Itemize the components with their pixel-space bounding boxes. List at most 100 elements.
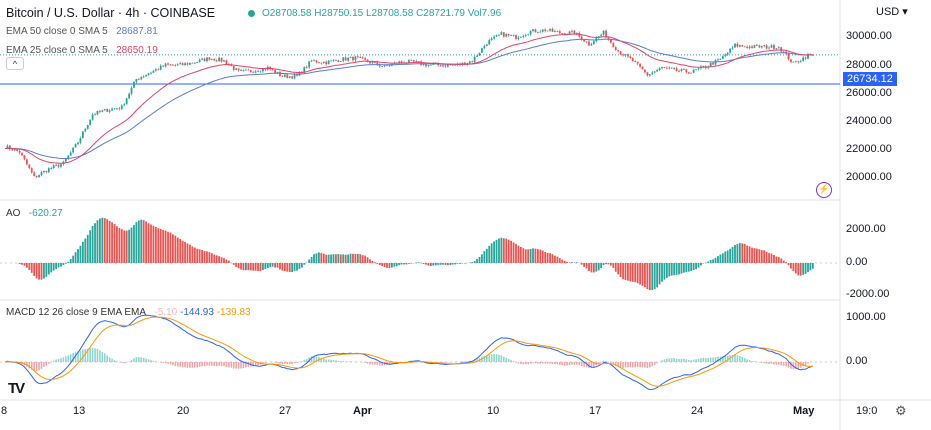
macd-histogram-bar bbox=[315, 356, 318, 362]
candle-body bbox=[583, 39, 586, 42]
candle-body bbox=[186, 63, 189, 65]
candle-body bbox=[617, 50, 620, 52]
ao-bar bbox=[422, 263, 425, 264]
candle-body bbox=[481, 48, 483, 53]
settings-gear-icon[interactable]: ⚙ bbox=[895, 403, 907, 418]
ao-bar bbox=[641, 263, 644, 286]
macd-histogram-bar bbox=[203, 362, 206, 367]
macd-histogram-bar bbox=[700, 358, 702, 362]
ao-bar bbox=[181, 240, 184, 263]
candle-body bbox=[665, 67, 668, 69]
macd-histogram-bar bbox=[218, 362, 220, 366]
candle-body bbox=[123, 104, 126, 106]
ema50-legend[interactable]: EMA 50 close 0 SMA 5 28687.81 bbox=[6, 26, 158, 37]
ema25-legend[interactable]: EMA 25 close 0 SMA 5 28650.19 bbox=[6, 45, 158, 56]
tradingview-logo[interactable]: TV bbox=[8, 380, 25, 397]
ao-bar bbox=[276, 263, 279, 268]
ao-bar bbox=[189, 244, 191, 263]
ao-bar bbox=[373, 262, 376, 263]
ao-bar bbox=[687, 263, 690, 272]
candle-body bbox=[21, 152, 23, 156]
macd-histogram-bar bbox=[128, 361, 130, 362]
candle-body bbox=[208, 57, 211, 60]
ao-bar bbox=[731, 247, 734, 263]
macd-histogram-bar bbox=[576, 362, 578, 365]
candle-body bbox=[471, 61, 474, 63]
ao-bar bbox=[67, 261, 70, 263]
ao-bar bbox=[738, 243, 741, 263]
candle-body bbox=[133, 81, 135, 88]
lightning-icon[interactable]: ⚡ bbox=[816, 182, 832, 198]
ao-bar bbox=[692, 263, 695, 270]
candle-body bbox=[763, 45, 766, 47]
ao-bar bbox=[670, 263, 673, 276]
axis-tick-label: 2000.00 bbox=[846, 223, 886, 235]
candle-body bbox=[580, 36, 583, 40]
macd-histogram-bar bbox=[629, 362, 632, 368]
ao-bar bbox=[72, 255, 75, 263]
macd-histogram-bar bbox=[194, 362, 196, 368]
macd-histogram-bar bbox=[770, 362, 773, 364]
candle-body bbox=[240, 70, 242, 71]
candle-body bbox=[427, 65, 430, 67]
macd-histogram-bar bbox=[393, 362, 396, 364]
ema25-value: 28650.19 bbox=[116, 45, 158, 56]
ao-bar bbox=[714, 257, 717, 263]
candle-body bbox=[57, 164, 60, 167]
candle-body bbox=[408, 60, 410, 64]
symbol-title[interactable]: Bitcoin / U.S. Dollar · 4h · COINBASE bbox=[6, 6, 216, 20]
candle-body bbox=[378, 64, 381, 67]
ao-bar bbox=[203, 251, 206, 263]
macd-histogram-bar bbox=[447, 362, 449, 363]
candle-body bbox=[322, 61, 325, 64]
candle-body bbox=[537, 32, 539, 34]
ao-bar bbox=[79, 245, 82, 263]
collapse-legend-button[interactable]: ^ bbox=[6, 57, 24, 70]
candle-body bbox=[206, 57, 208, 62]
macd-histogram-bar bbox=[473, 359, 476, 362]
macd-histogram-bar bbox=[320, 357, 323, 362]
ao-bar bbox=[254, 263, 257, 271]
candle-body bbox=[773, 45, 775, 49]
ao-bar bbox=[490, 243, 493, 263]
ao-bar bbox=[40, 263, 43, 280]
ao-bar bbox=[505, 238, 508, 263]
candle-body bbox=[106, 109, 109, 112]
candle-body bbox=[359, 57, 362, 59]
candle-body bbox=[347, 57, 349, 61]
ao-bar bbox=[502, 238, 505, 263]
ao-bar bbox=[554, 255, 556, 263]
macd-histogram-bar bbox=[228, 362, 230, 368]
candle-body bbox=[476, 55, 478, 57]
macd-histogram-bar bbox=[55, 359, 57, 362]
candle-body bbox=[636, 61, 639, 64]
candle-body bbox=[610, 39, 612, 43]
macd-histogram-bar bbox=[208, 362, 211, 366]
candle-body bbox=[712, 62, 714, 65]
macd-histogram-bar bbox=[627, 362, 629, 368]
ao-bar bbox=[356, 253, 359, 263]
macd-histogram-bar bbox=[301, 361, 303, 362]
ao-bar bbox=[26, 263, 28, 268]
macd-hist-value: -5.10 bbox=[154, 307, 178, 318]
macd-histogram-bar bbox=[123, 362, 126, 364]
macd-legend[interactable]: MACD 12 26 close 9 EMA EMA -5.10 -144.93… bbox=[6, 307, 251, 318]
macd-histogram-bar bbox=[60, 358, 62, 362]
ao-bar bbox=[648, 263, 651, 291]
macd-histogram-bar bbox=[782, 362, 785, 366]
candle-body bbox=[702, 66, 705, 67]
candle-body bbox=[561, 33, 564, 34]
ao-bar bbox=[619, 263, 622, 278]
candle-body bbox=[782, 51, 785, 53]
candle-body bbox=[172, 64, 174, 66]
ao-bar bbox=[337, 254, 340, 263]
currency-selector[interactable]: USD ▾ bbox=[876, 6, 908, 18]
macd-histogram-bar bbox=[225, 362, 228, 367]
macd-histogram-bar bbox=[437, 362, 439, 363]
ao-legend[interactable]: AO -620.27 bbox=[6, 208, 63, 219]
candle-body bbox=[439, 65, 442, 67]
macd-histogram-bar bbox=[342, 361, 345, 362]
ao-bar bbox=[157, 228, 160, 263]
candle-body bbox=[695, 69, 697, 71]
